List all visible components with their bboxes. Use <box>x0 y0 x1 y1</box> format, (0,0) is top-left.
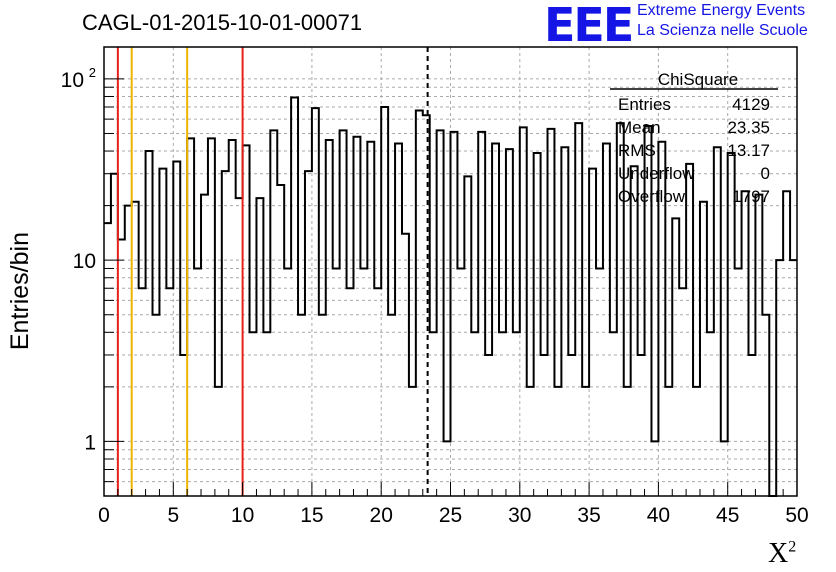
x-axis-label: X2 <box>768 538 796 570</box>
y-tick-label: 10 <box>61 69 84 92</box>
eee-logo-mark: EEE <box>544 0 634 52</box>
stats-value-overflow: 1797 <box>732 187 770 206</box>
x-tick-label: 50 <box>785 504 808 527</box>
x-tick-label: 45 <box>716 504 739 527</box>
x-tick-label: 10 <box>231 504 254 527</box>
histogram-outline <box>104 96 797 497</box>
x-tick-label: 15 <box>300 504 323 527</box>
stats-label-entries: Entries <box>618 95 671 114</box>
x-axis-label-text: X <box>768 538 789 569</box>
logo-line2: La Scienza nelle Scuole <box>637 22 808 39</box>
stats-label-underflow: Underflow <box>618 164 695 183</box>
x-axis-label-superscript: 2 <box>788 538 797 556</box>
y-tick-label: 10 <box>73 250 96 273</box>
x-tick-label: 40 <box>647 504 670 527</box>
chart-title: CAGL-01-2015-10-01-00071 <box>82 10 363 35</box>
x-tick-label: 30 <box>508 504 531 527</box>
stats-value-rms: 13.17 <box>727 141 770 160</box>
x-tick-label: 5 <box>167 504 179 527</box>
stats-label-mean: Mean <box>618 118 661 137</box>
stats-value-entries: 4129 <box>732 95 770 114</box>
stats-value-mean: 23.35 <box>727 118 770 137</box>
stats-label-rms: RMS <box>618 141 656 160</box>
x-tick-label: 35 <box>577 504 600 527</box>
x-tick-label: 0 <box>98 504 110 527</box>
y-tick-label: 1 <box>84 431 96 454</box>
x-tick-label: 20 <box>370 504 393 527</box>
y-tick-label-exponent: 2 <box>89 65 96 80</box>
x-tick-label: 25 <box>439 504 462 527</box>
logo-line1: Extreme Energy Events <box>637 2 806 19</box>
stats-label-overflow: Overflow <box>618 187 686 206</box>
stats-value-underflow: 0 <box>761 164 770 183</box>
stats-title: ChiSquare <box>658 70 738 89</box>
